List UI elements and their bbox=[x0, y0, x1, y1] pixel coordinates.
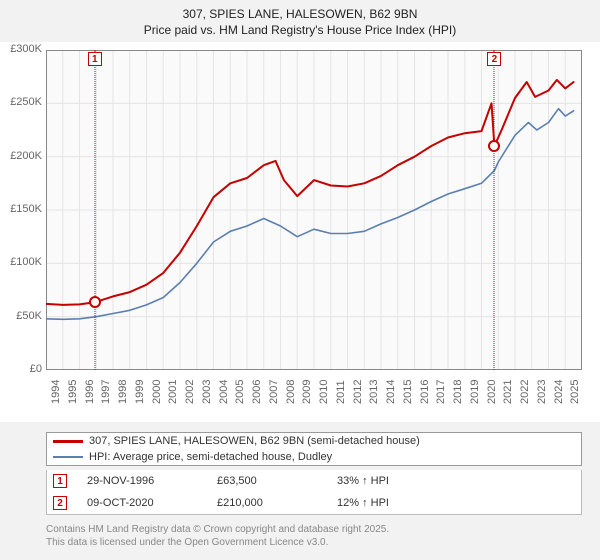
x-tick-label: 1995 bbox=[67, 380, 79, 404]
y-tick-label: £300K bbox=[2, 43, 42, 55]
x-tick-label: 2011 bbox=[335, 380, 347, 404]
y-tick-label: £150K bbox=[2, 203, 42, 215]
x-tick-label: 2010 bbox=[318, 380, 330, 404]
footer-line2: This data is licensed under the Open Gov… bbox=[46, 536, 582, 549]
marker-delta: 33% ↑ HPI bbox=[337, 475, 575, 487]
y-tick-label: £250K bbox=[2, 96, 42, 108]
legend-label: 307, SPIES LANE, HALESOWEN, B62 9BN (sem… bbox=[89, 435, 420, 447]
y-tick-label: £0 bbox=[2, 363, 42, 375]
x-tick-label: 2009 bbox=[301, 380, 313, 404]
x-tick-label: 2013 bbox=[368, 380, 380, 404]
footer-credits: Contains HM Land Registry data © Crown c… bbox=[46, 520, 582, 549]
marker-number-box: 1 bbox=[88, 52, 102, 66]
x-tick-label: 1996 bbox=[84, 380, 96, 404]
x-tick-label: 2024 bbox=[553, 380, 565, 404]
plot-area: 12 bbox=[46, 50, 582, 370]
marker-date: 29-NOV-1996 bbox=[87, 475, 217, 487]
x-tick-label: 2001 bbox=[167, 380, 179, 404]
x-tick-label: 1994 bbox=[50, 380, 62, 404]
plot-svg bbox=[46, 50, 582, 370]
y-tick-label: £50K bbox=[2, 310, 42, 322]
x-tick-label: 2000 bbox=[151, 380, 163, 404]
y-tick-label: £200K bbox=[2, 150, 42, 162]
marker-table-number: 1 bbox=[53, 474, 67, 488]
x-tick-label: 2017 bbox=[435, 380, 447, 404]
legend-row: HPI: Average price, semi-detached house,… bbox=[47, 449, 581, 465]
x-tick-label: 2006 bbox=[251, 380, 263, 404]
x-tick-label: 2008 bbox=[285, 380, 297, 404]
x-tick-label: 2012 bbox=[352, 380, 364, 404]
marker-dot bbox=[89, 296, 101, 308]
x-tick-label: 2014 bbox=[385, 380, 397, 404]
legend-swatch bbox=[53, 456, 83, 458]
marker-price: £210,000 bbox=[217, 497, 337, 509]
marker-date: 09-OCT-2020 bbox=[87, 497, 217, 509]
title-line2: Price paid vs. HM Land Registry's House … bbox=[0, 22, 600, 38]
x-tick-label: 2018 bbox=[452, 380, 464, 404]
x-tick-label: 2021 bbox=[502, 380, 514, 404]
x-tick-label: 2022 bbox=[519, 380, 531, 404]
y-tick-label: £100K bbox=[2, 256, 42, 268]
x-tick-label: 2020 bbox=[486, 380, 498, 404]
x-tick-label: 1998 bbox=[117, 380, 129, 404]
marker-price: £63,500 bbox=[217, 475, 337, 487]
x-tick-label: 2023 bbox=[536, 380, 548, 404]
x-tick-label: 2025 bbox=[569, 380, 581, 404]
x-tick-label: 1997 bbox=[100, 380, 112, 404]
marker-table-number: 2 bbox=[53, 496, 67, 510]
x-tick-label: 2004 bbox=[218, 380, 230, 404]
x-tick-label: 2015 bbox=[402, 380, 414, 404]
x-tick-label: 2016 bbox=[419, 380, 431, 404]
marker-table: 1 29-NOV-1996£63,50033% ↑ HPI 2 09-OCT-2020… bbox=[46, 470, 582, 515]
chart-title: 307, SPIES LANE, HALESOWEN, B62 9BN Pric… bbox=[0, 0, 600, 38]
x-tick-label: 2003 bbox=[201, 380, 213, 404]
marker-number-box: 2 bbox=[487, 52, 501, 66]
marker-dot bbox=[488, 140, 500, 152]
x-tick-label: 2007 bbox=[268, 380, 280, 404]
chart-area: 12 £0£50K£100K£150K£200K£250K£300K 19941… bbox=[0, 42, 600, 422]
title-line1: 307, SPIES LANE, HALESOWEN, B62 9BN bbox=[0, 6, 600, 22]
marker-vline bbox=[494, 50, 495, 370]
x-tick-label: 1999 bbox=[134, 380, 146, 404]
legend-label: HPI: Average price, semi-detached house,… bbox=[89, 451, 332, 463]
marker-delta: 12% ↑ HPI bbox=[337, 497, 575, 509]
x-tick-label: 2019 bbox=[469, 380, 481, 404]
legend-swatch bbox=[53, 440, 83, 443]
marker-table-row: 1 29-NOV-1996£63,50033% ↑ HPI bbox=[47, 470, 581, 492]
legend-row: 307, SPIES LANE, HALESOWEN, B62 9BN (sem… bbox=[47, 433, 581, 449]
x-tick-label: 2005 bbox=[234, 380, 246, 404]
footer-line1: Contains HM Land Registry data © Crown c… bbox=[46, 523, 582, 536]
x-tick-label: 2002 bbox=[184, 380, 196, 404]
legend-box: 307, SPIES LANE, HALESOWEN, B62 9BN (sem… bbox=[46, 432, 582, 466]
marker-table-row: 2 09-OCT-2020£210,00012% ↑ HPI bbox=[47, 492, 581, 514]
marker-vline bbox=[94, 50, 95, 370]
